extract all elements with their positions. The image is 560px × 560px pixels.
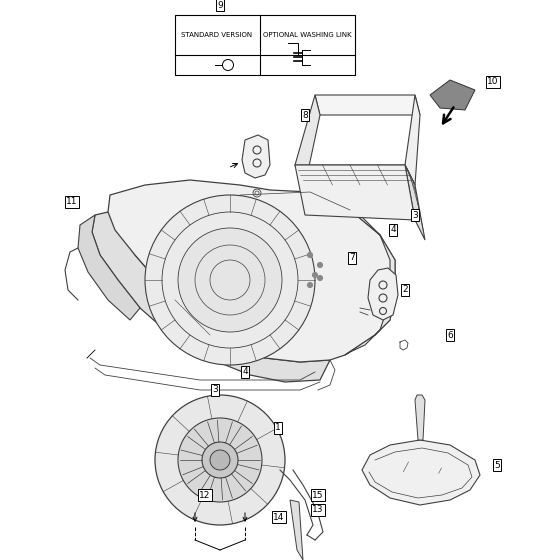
Polygon shape — [242, 135, 270, 178]
Text: OPTIONAL WASHING LINK: OPTIONAL WASHING LINK — [263, 32, 351, 38]
Polygon shape — [368, 268, 398, 320]
Text: 9: 9 — [217, 1, 223, 10]
Circle shape — [178, 228, 282, 332]
Polygon shape — [345, 210, 395, 355]
Circle shape — [155, 395, 285, 525]
Text: 8: 8 — [302, 110, 308, 119]
Polygon shape — [405, 95, 420, 185]
Text: 4: 4 — [390, 226, 396, 235]
Polygon shape — [295, 165, 415, 220]
Text: 1: 1 — [275, 423, 281, 432]
Polygon shape — [315, 95, 420, 115]
Polygon shape — [362, 440, 480, 505]
Circle shape — [145, 195, 315, 365]
Polygon shape — [92, 212, 330, 382]
Text: GHS: GHS — [156, 279, 354, 361]
Polygon shape — [290, 500, 303, 560]
Text: 2: 2 — [402, 286, 408, 295]
Text: 12: 12 — [199, 491, 211, 500]
Circle shape — [307, 253, 312, 258]
Text: 10: 10 — [487, 77, 499, 86]
Circle shape — [210, 450, 230, 470]
Circle shape — [318, 263, 323, 268]
Text: 3: 3 — [412, 211, 418, 220]
Text: 4: 4 — [242, 367, 248, 376]
Polygon shape — [108, 180, 395, 362]
Polygon shape — [78, 215, 140, 320]
Text: STANDARD VERSION: STANDARD VERSION — [181, 32, 253, 38]
Text: 11: 11 — [66, 198, 78, 207]
Circle shape — [202, 442, 238, 478]
Text: 14: 14 — [273, 512, 284, 521]
Polygon shape — [175, 15, 355, 75]
Polygon shape — [405, 165, 425, 240]
Polygon shape — [295, 165, 415, 185]
Text: 7: 7 — [349, 254, 355, 263]
Polygon shape — [415, 395, 425, 440]
Polygon shape — [295, 95, 320, 185]
Text: 13: 13 — [312, 506, 324, 515]
Text: 3: 3 — [212, 385, 218, 394]
Text: 6: 6 — [447, 330, 453, 339]
Polygon shape — [430, 80, 475, 110]
Circle shape — [312, 273, 318, 278]
Circle shape — [318, 276, 323, 281]
Circle shape — [178, 418, 262, 502]
Text: 5: 5 — [494, 460, 500, 469]
Circle shape — [307, 282, 312, 287]
Text: 15: 15 — [312, 491, 324, 500]
